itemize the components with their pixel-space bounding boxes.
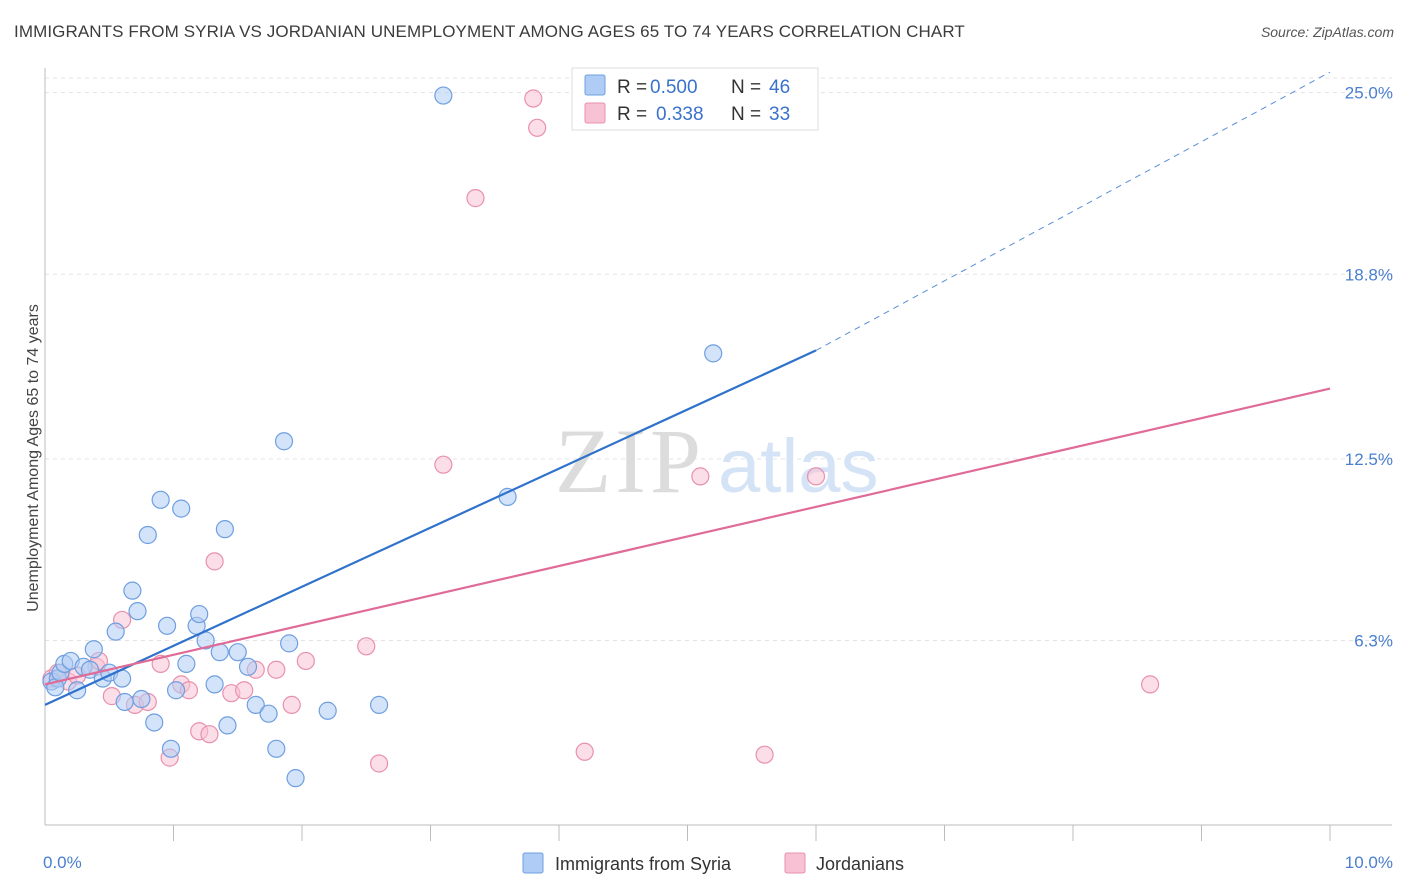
trend-lines [44,71,1331,706]
y-tick-label-3: 25.0% [1345,84,1393,103]
watermark-zip: ZIP [555,410,705,512]
point-jordanians-28 [528,118,547,137]
point-jordanians-24 [370,754,389,773]
point-syria-32 [218,716,237,735]
point-syria-24 [172,499,191,518]
point-syria-27 [190,604,209,624]
point-syria-35 [246,695,265,714]
point-syria-9 [84,640,103,659]
point-jordanians-30 [691,467,710,486]
x-tick-label-0: 0.0% [43,853,82,872]
legend-box [571,67,819,131]
point-jordanians-31 [755,745,774,764]
point-syria-39 [280,634,299,653]
y-tick-labels: 6.3% 12.5% 18.8% 25.0% [1345,84,1393,651]
point-syria-16 [128,602,147,621]
legend-swatch-jordan [584,102,606,124]
legend-r-value-syria: 0.500 [650,77,698,98]
point-syria-36 [259,704,278,723]
point-jordanians-26 [466,189,485,208]
bottom-legend-label-syria: Immigrants from Syria [555,854,732,874]
legend-r-value-jordan: 0.338 [656,104,704,125]
point-syria-40 [286,769,305,788]
point-jordanians-25 [434,455,453,474]
point-syria-42 [370,695,389,714]
legend-n-value-jordan: 33 [769,104,790,125]
bottom-legend-swatch-jordan [784,852,806,874]
legend-n-label-jordan: N = [731,104,761,125]
point-jordanians-15 [200,725,219,744]
trend-line-syria-extension [815,71,1331,351]
point-jordanians-22 [296,651,315,671]
point-syria-15 [123,581,142,600]
point-jordanians-32 [806,467,826,486]
legend-n-value-syria: 46 [769,77,790,98]
point-syria-33 [228,643,247,662]
source-label: Source: ZipAtlas.com [1260,24,1394,40]
point-syria-37 [267,739,286,758]
legend-swatch-syria [584,74,606,96]
point-syria-19 [145,713,164,732]
point-syria-38 [274,432,294,451]
y-tick-label-0: 6.3% [1354,631,1393,650]
x-tick-labels: 0.0% 10.0% [43,853,1393,872]
point-syria-43 [434,86,453,105]
point-syria-20 [151,490,170,509]
y-tick-label-1: 12.5% [1345,450,1393,469]
point-jordanians-27 [524,89,543,108]
point-syria-29 [205,675,224,694]
legend-n-label-syria: N = [731,77,761,98]
legend-r-label-syria: R = [617,77,647,98]
point-syria-12 [106,622,125,641]
bottom-legend: Immigrants from Syria Jordanians [522,852,904,874]
point-jordanians-33 [1140,675,1160,694]
axes [44,68,1392,841]
point-jordanians-29 [575,742,594,761]
point-syria-23 [166,681,186,700]
point-syria-18 [138,525,157,545]
point-syria-17 [132,689,151,709]
point-syria-44 [498,487,517,507]
point-syria-34 [238,657,258,676]
point-jordanians-18 [235,681,254,700]
point-jordanians-23 [357,637,376,656]
legend-r-label-jordan: R = [617,104,647,125]
y-axis-label: Unemployment Among Ages 65 to 74 years [25,304,42,612]
point-syria-14 [115,692,134,712]
point-syria-41 [318,701,337,720]
legend: R = 0.500 N = 46 R = 0.338 N = 33 [571,67,819,131]
point-syria-21 [157,616,177,635]
y-tick-label-2: 18.8% [1345,265,1393,284]
point-syria-31 [215,520,234,539]
point-jordanians-20 [267,660,286,679]
watermark-atlas: atlas [718,424,879,509]
trend-line-jordanians [44,387,1331,686]
point-syria-45 [704,344,723,363]
bottom-legend-swatch-syria [522,852,544,874]
point-syria-25 [177,654,196,673]
chart-title: IMMIGRANTS FROM SYRIA VS JORDANIAN UNEMP… [14,22,965,41]
point-jordanians-21 [282,695,301,714]
point-syria-22 [161,739,181,758]
point-jordanians-16 [205,552,224,571]
bottom-legend-label-jordan: Jordanians [816,854,904,874]
x-tick-label-1: 10.0% [1345,853,1393,872]
trend-line-syria [44,349,817,706]
